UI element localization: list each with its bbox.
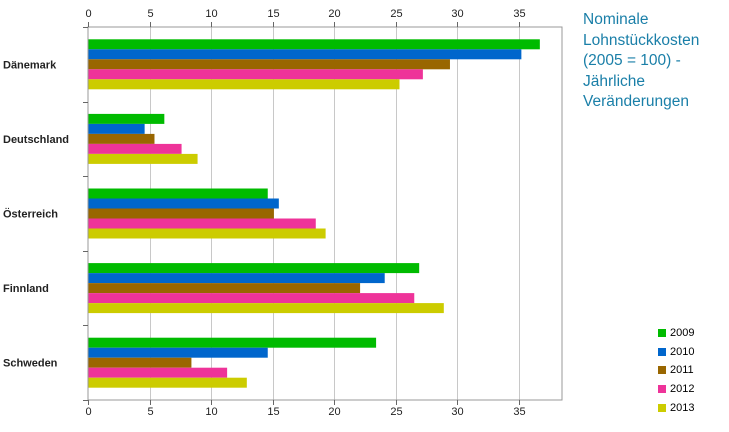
x-tick-label: 30 — [451, 406, 463, 418]
axes — [83, 22, 563, 405]
legend-item: 2010 — [658, 343, 694, 362]
bar — [88, 283, 361, 294]
category-label: Österreich — [3, 208, 58, 221]
x-tick-label: 15 — [267, 8, 279, 20]
bar — [88, 263, 420, 274]
x-tick-label: 20 — [328, 406, 340, 418]
x-tick-label: 25 — [390, 406, 402, 418]
bar — [88, 113, 165, 124]
legend-item: 2011 — [658, 361, 694, 380]
bar — [88, 377, 247, 388]
x-tick-label: 10 — [205, 406, 217, 418]
bar — [88, 49, 522, 60]
chart-title-line: Jährliche — [583, 72, 646, 90]
chart-title-line: Nominale — [583, 11, 649, 28]
legend-swatch — [658, 403, 666, 412]
legend-item: 2009 — [658, 324, 694, 343]
x-tick-label: 30 — [451, 8, 463, 20]
legend-item: 2012 — [658, 380, 694, 399]
bar — [88, 337, 377, 348]
bar — [88, 293, 415, 304]
bar — [88, 218, 316, 229]
x-tick-label: 35 — [513, 406, 525, 418]
legend-label: 2012 — [670, 383, 695, 396]
chart-title-line: Veränderungen — [583, 93, 690, 110]
bar — [88, 133, 155, 144]
category-label: Dänemark — [3, 59, 57, 71]
plot-border — [87, 26, 563, 401]
bar — [88, 357, 192, 368]
labels: 0 0 5 5 10 10 15 15 20 20 25 25 30 30 35 35 Dänemark Deut… — [3, 8, 526, 418]
bar — [88, 367, 228, 378]
legend-item: 2013 — [658, 398, 694, 417]
x-tick-label: 20 — [328, 8, 340, 20]
legend: 2009 2010 2011 2012 2013 — [658, 324, 694, 417]
category-label: Deutschland — [3, 134, 69, 146]
x-tick-label: 5 — [147, 406, 153, 418]
x-tick-label: 10 — [205, 8, 217, 20]
legend-label: 2009 — [670, 327, 695, 340]
legend-swatch — [658, 347, 666, 356]
legend-swatch — [658, 366, 666, 375]
bar — [88, 79, 400, 90]
x-tick-label: 35 — [513, 8, 525, 20]
legend-swatch — [658, 385, 666, 394]
bar — [88, 153, 198, 164]
chart-title-line: (2005 = 100) - — [583, 52, 681, 69]
x-tick-label: 5 — [147, 8, 153, 20]
bar — [88, 69, 423, 80]
bar — [88, 273, 385, 284]
bar — [88, 347, 268, 358]
x-tick-label: 15 — [267, 406, 279, 418]
chart-title: Nominale Lohnstückkosten (2005 = 100) - … — [583, 10, 723, 113]
category-label: Schweden — [3, 358, 58, 370]
bar — [88, 303, 444, 314]
legend-swatch — [658, 329, 666, 338]
bar — [88, 59, 450, 70]
x-tick-label: 25 — [390, 8, 402, 20]
chart-title-line: Lohnstückkosten — [583, 31, 700, 49]
legend-label: 2013 — [670, 401, 695, 414]
bar — [88, 188, 268, 199]
bar — [88, 228, 326, 239]
legend-label: 2010 — [670, 345, 695, 358]
bar — [88, 198, 279, 209]
bar — [88, 143, 182, 154]
category-label: Finnland — [3, 283, 49, 295]
bar — [88, 123, 145, 134]
bars — [88, 39, 540, 388]
bar — [88, 39, 540, 50]
x-tick-label: 0 — [85, 8, 91, 20]
legend-label: 2011 — [670, 364, 694, 377]
x-tick-label: 0 — [85, 406, 91, 418]
bar — [88, 208, 274, 219]
